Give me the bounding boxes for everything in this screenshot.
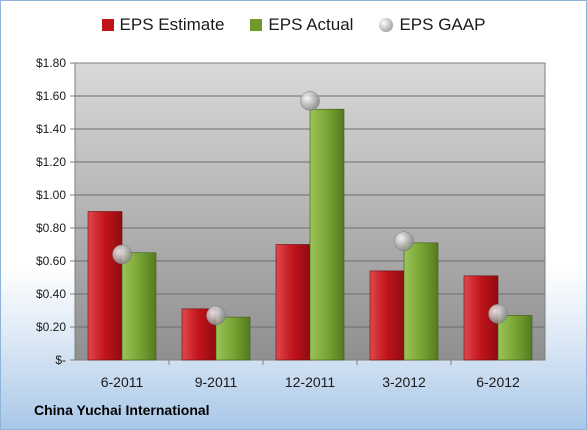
- legend: EPS Estimate EPS Actual EPS GAAP: [1, 15, 586, 35]
- marker-eps-gaap: [206, 305, 226, 326]
- legend-swatch-eps-estimate: [101, 19, 114, 31]
- bar-eps-estimate: [275, 244, 311, 361]
- legend-swatch-eps-gaap: [379, 18, 394, 32]
- legend-swatch-eps-actual: [250, 19, 263, 31]
- legend-label-eps-actual: EPS Actual: [268, 15, 354, 34]
- bar-eps-actual: [309, 108, 345, 361]
- bar-eps-estimate: [369, 270, 405, 361]
- y-tick-label: $1.00: [36, 188, 66, 202]
- y-tick-label: $1.80: [36, 56, 66, 70]
- marker-eps-gaap: [300, 91, 320, 111]
- y-tick-label: $0.20: [36, 320, 66, 334]
- x-tick-label: 12-2011: [285, 374, 336, 390]
- x-tick-label: 6-2012: [476, 374, 520, 390]
- bar-eps-actual: [497, 315, 533, 361]
- y-tick-label: $-: [55, 353, 66, 367]
- x-tick-label: 6-2011: [101, 374, 144, 390]
- y-tick-label: $0.80: [36, 221, 66, 235]
- marker-eps-gaap: [112, 244, 132, 265]
- bar-eps-actual: [215, 316, 251, 361]
- y-tick-label: $0.60: [36, 254, 66, 268]
- gaap-markers: [112, 91, 508, 326]
- bar-eps-estimate: [87, 211, 123, 361]
- marker-eps-gaap: [488, 304, 508, 324]
- legend-label-eps-estimate: EPS Estimate: [119, 15, 225, 34]
- x-tick-label: 9-2011: [195, 374, 238, 390]
- marker-eps-gaap: [394, 231, 414, 251]
- x-tick-label: 3-2012: [382, 374, 426, 390]
- x-axis-ticks: 6-2011 9-2011 12-2011 3-2012 6-2012: [101, 360, 520, 390]
- y-tick-label: $0.40: [36, 287, 66, 301]
- legend-item-eps-estimate: EPS Estimate: [101, 15, 225, 35]
- bars: [87, 108, 533, 361]
- bar-eps-actual: [403, 242, 439, 361]
- y-tick-label: $1.20: [36, 155, 66, 169]
- company-label: China Yuchai International: [34, 402, 210, 418]
- legend-label-eps-gaap: EPS GAAP: [399, 15, 486, 34]
- bar-eps-actual: [121, 252, 157, 361]
- y-axis-ticks: $- $0.20 $0.40 $0.60 $0.80 $1.00 $1.20 $1.40 $1.…: [36, 56, 75, 367]
- y-tick-label: $1.60: [36, 89, 66, 103]
- legend-item-eps-actual: EPS Actual: [250, 15, 353, 35]
- y-tick-label: $1.40: [36, 122, 66, 136]
- legend-item-eps-gaap: EPS GAAP: [379, 15, 485, 35]
